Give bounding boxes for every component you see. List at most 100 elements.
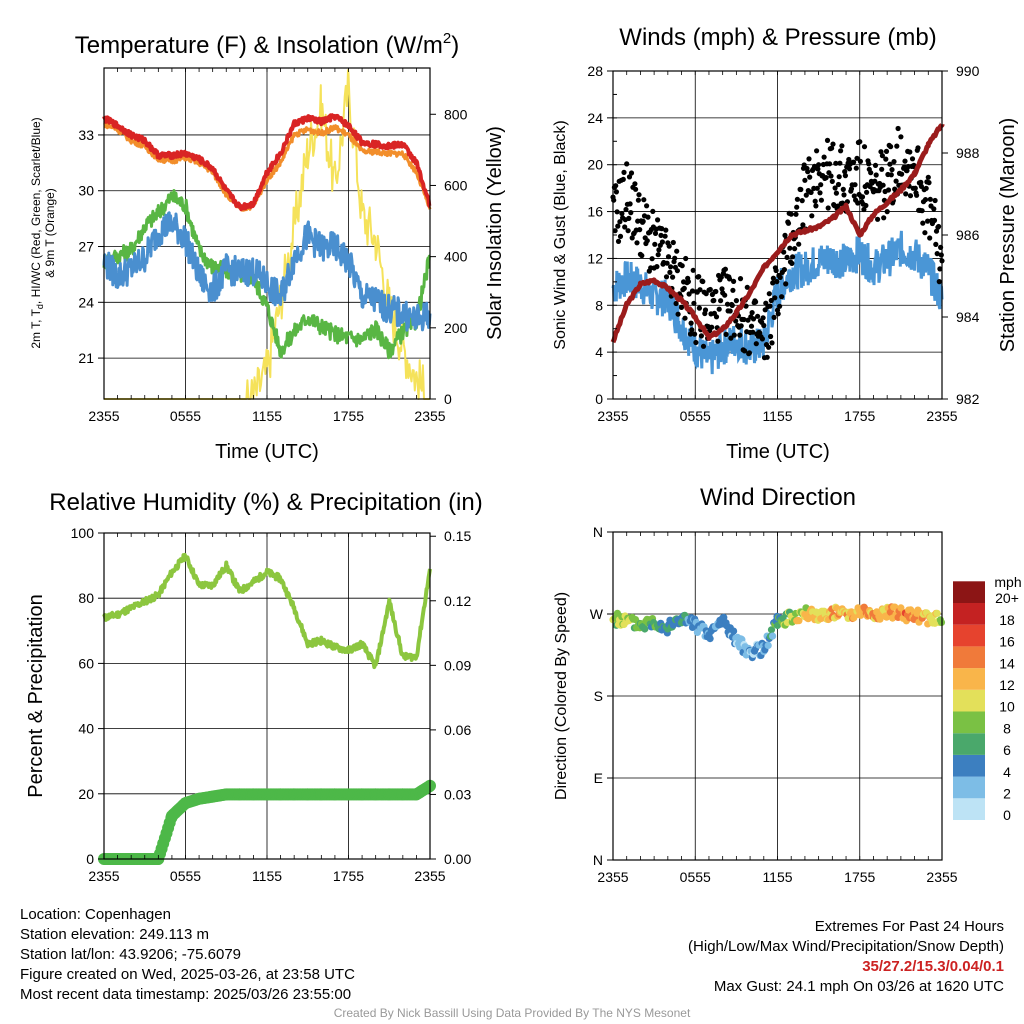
direction-point <box>641 625 649 633</box>
gust-point <box>614 209 620 215</box>
x-tick-label: 1155 <box>252 408 282 424</box>
gust-point <box>713 288 719 295</box>
gust-point <box>802 177 808 183</box>
gust-point <box>641 197 647 203</box>
gust-point <box>636 192 642 198</box>
gust-point <box>799 198 805 204</box>
direction-panel: Wind Direction 2355 0555 1155 1755 2355NESWN… <box>553 484 1022 885</box>
y2-tick-label: 0.06 <box>444 722 471 738</box>
gust-point <box>854 155 860 161</box>
gust-point <box>683 255 689 262</box>
gust-point <box>912 185 918 191</box>
gust-point <box>773 267 779 274</box>
gust-point <box>878 149 884 155</box>
gust-point <box>617 219 623 225</box>
gust-point <box>782 232 788 238</box>
x-tick-label: 1755 <box>333 408 364 424</box>
gust-point <box>793 211 799 217</box>
gust-point <box>907 193 914 199</box>
gust-point <box>794 196 801 202</box>
gust-point <box>855 200 861 206</box>
gust-point <box>625 228 631 234</box>
colorbar-swatch <box>953 646 985 669</box>
y2-tick-label: 988 <box>956 145 980 161</box>
gust-point <box>833 160 839 166</box>
station-location: Location: Copenhagen <box>20 906 171 923</box>
winds-ylabel-right: Station Pressure (Maroon) <box>997 118 1019 353</box>
temperature-panel: Temperature (F) & Insolation (W/m2) 2355… <box>29 30 506 463</box>
gust-point <box>766 344 772 350</box>
gust-point <box>789 260 795 266</box>
gust-point <box>659 226 665 232</box>
y2-tick-label: 800 <box>444 106 468 122</box>
gust-point <box>719 286 725 292</box>
gust-point <box>790 254 796 260</box>
gust-point <box>674 248 680 254</box>
gust-point <box>837 160 843 166</box>
gust-point <box>690 267 696 273</box>
gust-point <box>711 297 717 304</box>
gust-point <box>787 245 793 251</box>
gust-point <box>659 239 666 245</box>
gust-point <box>781 249 787 255</box>
x-tick-label: 2355 <box>414 868 445 884</box>
colorbar-swatch <box>953 581 985 603</box>
y2-tick-label: 984 <box>956 309 980 325</box>
y-tick-label: N <box>593 524 603 540</box>
gust-point <box>903 191 909 197</box>
y2-tick-label: 400 <box>444 249 468 265</box>
gust-point <box>868 170 874 176</box>
gust-point <box>883 148 890 154</box>
colorbar-swatch <box>953 624 985 647</box>
humidity-title: Relative Humidity (%) & Precipitation (i… <box>49 489 482 516</box>
y-tick-label: 20 <box>587 157 603 173</box>
temperature-xlabel: Time (UTC) <box>215 441 319 463</box>
gust-point <box>836 174 842 180</box>
gust-point <box>687 331 694 337</box>
gust-point <box>925 218 931 224</box>
gust-point <box>737 276 744 282</box>
gust-point <box>933 241 939 247</box>
gust-point <box>817 190 823 196</box>
gust-point <box>829 145 835 151</box>
gust-point <box>813 203 819 209</box>
gust-point <box>733 298 740 304</box>
humidity-series <box>98 552 436 865</box>
gust-point <box>707 286 713 293</box>
gust-point <box>750 329 756 335</box>
colorbar-swatch <box>953 668 985 690</box>
gust-point <box>682 315 688 321</box>
gust-point <box>931 206 937 212</box>
gust-point <box>626 174 633 180</box>
gust-point <box>888 172 894 178</box>
gust-point <box>824 137 831 143</box>
gust-point <box>853 165 859 171</box>
colorbar-swatch <box>953 603 985 625</box>
gust-point <box>688 320 694 326</box>
winds-series <box>610 122 945 375</box>
y-tick-label: 12 <box>587 250 603 266</box>
gust-point <box>800 222 806 228</box>
gust-point <box>879 153 886 159</box>
gust-point <box>936 223 942 230</box>
series-line-windchill-blue <box>102 211 432 332</box>
x-tick-label: 2355 <box>597 408 628 424</box>
gust-point <box>919 208 925 214</box>
y2-tick-label: 0.12 <box>444 593 471 609</box>
winds-ylabel-left: Sonic Wind & Gust (Blue, Black) <box>552 120 569 349</box>
x-tick-label: 2355 <box>414 408 445 424</box>
gust-point <box>691 300 697 306</box>
gust-point <box>828 173 834 179</box>
gust-point <box>852 182 858 188</box>
gust-point <box>923 185 929 191</box>
y2-tick-label: 982 <box>956 391 980 407</box>
gust-point <box>685 279 692 285</box>
gust-point <box>632 181 638 187</box>
gust-point <box>729 302 735 308</box>
x-tick-label: 2355 <box>88 408 119 424</box>
gust-point <box>788 211 794 217</box>
gust-point <box>731 278 737 284</box>
colorbar-label: 0 <box>1003 807 1011 823</box>
y-tick-label: 20 <box>78 786 94 802</box>
gust-point <box>846 166 853 172</box>
